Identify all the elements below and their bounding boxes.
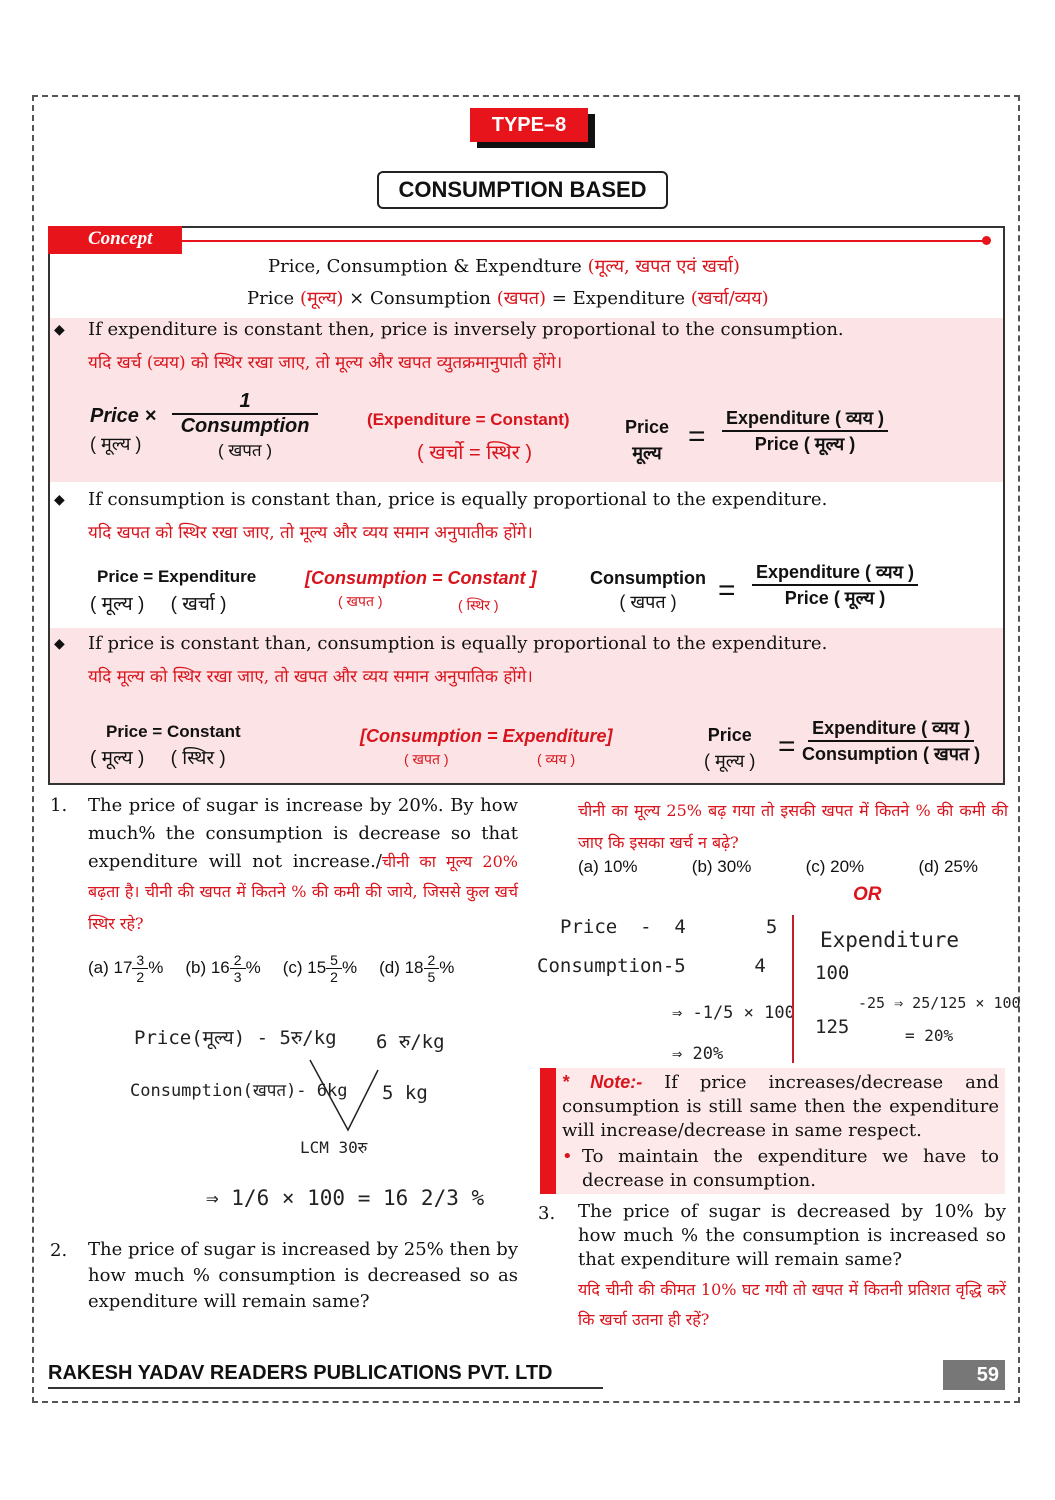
rule-2-hi: यदि खपत को स्थिर रखा जाए, तो मूल्य और व्… [88,523,533,543]
concept-box [48,226,1005,785]
equals: = [688,420,706,453]
rule-band-1 [50,318,1003,482]
r2-lhs: Price = Expenditure [97,567,257,586]
q2-work-100: 100 [815,962,850,984]
r3-lhs-hi: ( मूल्य ) ( स्थिर ) [90,748,226,769]
cross-lines [309,1059,379,1132]
r3-cond-hi-a: ( खपत ) [404,751,449,767]
q1-work-result: ⇒ 1/6 × 100 = 16 2/3 % [206,1186,485,1210]
r1-f2-lhs: Price मूल्य [625,417,670,463]
q1-options: (a) 17 3 2% (b) 16 2 3% (c) 15 5 2% (d) 18 2 5% [88,952,454,985]
q2-text-hi: चीनी का मूल्य 25% बढ़ गया तो इसकी खपत मे… [578,801,1008,852]
r3-cond-hi-b: ( व्यय ) [537,751,576,767]
r3-f2-lhs: Price( मूल्य ) [704,725,756,771]
r1-f2-fraction: Expenditure ( व्यय ) Price ( मूल्य ) [722,406,889,456]
q1-work-consumption: Consumption(खपत)- 6kg [130,1081,348,1101]
r2-f2-fraction: Expenditure ( व्यय ) Price ( मूल्य ) [752,560,919,610]
q2-work-result: ⇒ 20% [672,1044,724,1064]
q2-work-expenditure: Expenditure [820,928,960,952]
q3-number: 3. [538,1203,556,1224]
r1-lhs: Price × [90,405,157,427]
rule-2-en: If consumption is constant than, price i… [54,489,827,510]
concept-line [182,240,987,242]
q2-text: The price of sugar is increased by 25% t… [88,1239,518,1312]
q1-work-consumption2: 5 kg [382,1082,428,1104]
r2-f2-lhs: Consumption( खपत ) [590,568,706,612]
note-box: * Note:- If price increases/decrease and… [540,1068,1005,1194]
r1-fraction: 1 Consumption( खपत ) [172,390,318,461]
q2-work-20: = 20% [905,1026,954,1045]
q1-number: 1. [50,795,68,816]
q2-option-c[interactable]: (c) 20% [805,857,865,876]
q2-options: (a) 10% (b) 30% (c) 20% (d) 25% [578,857,978,877]
rule-1-hi: यदि खर्च (व्यय) को स्थिर रखा जाए, तो मूल… [88,353,563,373]
concept-dot [982,236,991,245]
q1-option-b[interactable]: (b) 16 2 3% [185,952,261,985]
rule-3-en: If price is constant than, consumption i… [54,633,827,654]
r3-condition: [Consumption = Expenditure] [360,726,613,746]
r2-cond-hi-a: ( खपत ) [338,593,383,609]
q3-text-hi: यदि चीनी की कीमत 10% घट गयी तो खपत में क… [578,1280,1006,1329]
q2-work-consumption: Consumption-5 4 [537,955,766,977]
section-title: CONSUMPTION BASED [377,171,668,209]
equals: = [778,730,796,763]
concept-line2: Price (मूल्य) × Consumption (खपत) = Expe… [247,288,769,309]
q2-option-a[interactable]: (a) 10% [578,857,638,876]
q2-number: 2. [50,1240,68,1261]
q2-option-d[interactable]: (d) 25% [918,857,978,876]
q1-option-a[interactable]: (a) 17 3 2% [88,952,164,985]
divider [792,915,794,1063]
rule-1-en: If expenditure is constant then, price i… [54,319,844,340]
concept-line1: Price, Consumption & Expendture (मूल्य, … [268,256,740,277]
page-number: 59 [943,1360,1005,1390]
q2-work-price: Price - 4 5 [560,916,778,938]
type-badge: TYPE–8 [470,108,588,142]
publisher-name: RAKESH YADAV READERS PUBLICATIONS PVT. L… [48,1362,553,1384]
r1-lhs-hi: ( मूल्य ) [90,434,142,454]
q2-work-calc: -25 ⇒ 25/125 × 100 [858,994,1021,1012]
q1-text: The price of sugar is increase by 20%. B… [88,795,518,933]
q1-work-price2: 6 रु/kg [376,1031,445,1053]
page-frame [32,95,1020,1403]
q2-work-step: ⇒ -1/5 × 100 [672,1003,795,1023]
q1-option-d[interactable]: (d) 18 2 5% [379,952,455,985]
r1-condition-hi: ( खर्चो = स्थिर ) [417,442,532,464]
q3-text: The price of sugar is decreased by 10% b… [578,1201,1006,1270]
footer-line [48,1387,603,1389]
r3-lhs: Price = Constant [106,722,241,741]
r3-f2-fraction: Expenditure ( व्यय ) Consumption ( खपत ) [802,718,981,764]
r2-lhs-hi: ( मूल्य ) ( खर्चा ) [90,594,227,615]
or-label: OR [853,884,882,905]
equals: = [718,574,736,607]
r2-cond-hi-b: ( स्थिर ) [458,597,499,613]
r1-condition: (Expenditure = Constant) [367,410,570,429]
q2-work-125: 125 [815,1016,850,1038]
q2-option-b[interactable]: (b) 30% [691,857,752,876]
q1-option-c[interactable]: (c) 15 5 2% [282,952,358,985]
r2-condition: [Consumption = Constant ] [305,568,537,588]
rule-3-hi: यदि मूल्य को स्थिर रखा जाए, तो खपत और व्… [88,667,533,687]
concept-tab: Concept [48,226,182,254]
q1-work-price: Price(मूल्य) - 5रु/kg [134,1027,337,1049]
q1-work-lcm: LCM 30रु [300,1138,368,1157]
